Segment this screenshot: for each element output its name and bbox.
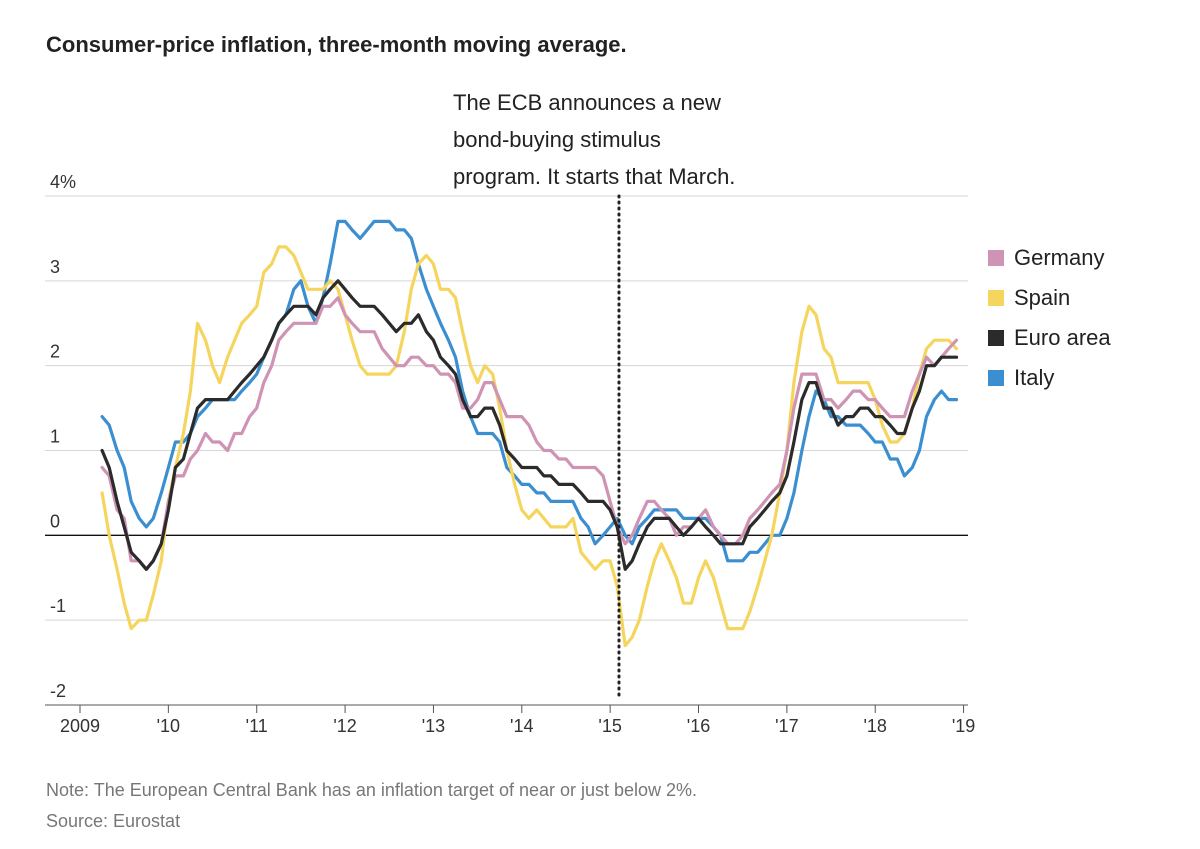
legend-swatch <box>988 290 1004 306</box>
series-lines <box>100 219 959 648</box>
legend-label: Germany <box>1014 245 1105 270</box>
chart-title: Consumer-price inflation, three-month mo… <box>46 32 627 57</box>
legend-label: Italy <box>1014 365 1055 390</box>
x-tick-label: '17 <box>775 716 798 736</box>
footer: Note: The European Central Bank has an i… <box>46 775 697 837</box>
x-tick-label: 2009 <box>60 716 100 736</box>
legend-item-euro-area: Euro area <box>988 318 1111 358</box>
y-axis-ticks: 4% 3 2 1 0 -1 -2 <box>50 172 76 701</box>
legend-label: Spain <box>1014 285 1071 310</box>
series-line-spain <box>100 245 959 648</box>
series-line-italy <box>100 219 959 563</box>
legend-item-italy: Italy <box>988 358 1111 398</box>
legend-item-germany: Germany <box>988 238 1111 278</box>
x-tick-label: '16 <box>687 716 710 736</box>
y-tick-label: 4% <box>50 172 76 192</box>
legend-swatch <box>988 370 1004 386</box>
legend-swatch <box>988 330 1004 346</box>
chart-note: Note: The European Central Bank has an i… <box>46 780 698 800</box>
ecb-annotation: The ECB announces a new bond-buying stim… <box>453 84 813 195</box>
x-tick-label: '12 <box>333 716 356 736</box>
x-tick-label: '11 <box>246 716 268 736</box>
series-line-euro-area <box>100 279 959 571</box>
x-axis: 2009 '10 '11 '12 '13 '14 '15 '16 '17 '18 '19 <box>45 704 975 736</box>
x-tick-label: '10 <box>157 716 180 736</box>
legend: Germany Spain Euro area Italy <box>988 238 1111 398</box>
x-tick-label: '19 <box>952 716 975 736</box>
chart-source: Source: Eurostat <box>46 811 181 831</box>
series-line-germany <box>100 296 959 571</box>
annotation-line: The ECB announces a new <box>453 90 721 115</box>
y-tick-label: 3 <box>50 257 60 277</box>
legend-swatch <box>988 250 1004 266</box>
legend-item-spain: Spain <box>988 278 1111 318</box>
legend-label: Euro area <box>1014 325 1111 350</box>
x-tick-label: '14 <box>510 716 533 736</box>
x-tick-label: '13 <box>422 716 445 736</box>
x-tick-label: '18 <box>863 716 886 736</box>
y-tick-label: 1 <box>50 427 60 447</box>
annotation-line: bond-buying stimulus <box>453 127 661 152</box>
annotation-line: program. It starts that March. <box>453 164 736 189</box>
x-tick-label: '15 <box>598 716 621 736</box>
y-tick-label: -2 <box>50 681 66 701</box>
y-tick-label: -1 <box>50 596 66 616</box>
y-tick-label: 0 <box>50 511 60 531</box>
y-tick-label: 2 <box>50 342 60 362</box>
